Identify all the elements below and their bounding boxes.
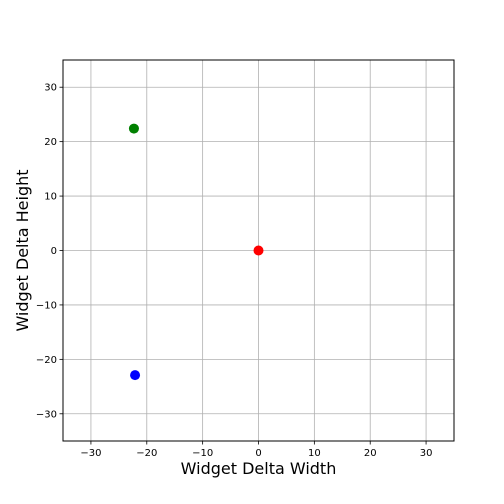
scatter-point bbox=[128, 123, 139, 134]
x-tick-label: 10 bbox=[308, 448, 321, 459]
x-tick-label: −20 bbox=[136, 448, 157, 459]
data-points bbox=[128, 123, 264, 381]
x-axis-ticks: −30 −20 −10 0 10 20 30 bbox=[80, 441, 432, 459]
x-tick-label: 20 bbox=[364, 448, 377, 459]
x-tick-label: −30 bbox=[80, 448, 101, 459]
scatter-point bbox=[130, 370, 141, 381]
grid-lines bbox=[63, 60, 454, 441]
x-tick-label: 30 bbox=[420, 448, 433, 459]
y-tick-label: 30 bbox=[44, 83, 57, 94]
y-axis-ticks: −30 −20 −10 0 10 20 30 bbox=[36, 83, 63, 420]
x-tick-label: −10 bbox=[192, 448, 213, 459]
y-tick-label: −10 bbox=[36, 300, 57, 311]
y-tick-label: 20 bbox=[44, 137, 57, 148]
y-axis-label: Widget Delta Height bbox=[13, 169, 32, 331]
y-tick-label: −20 bbox=[36, 355, 57, 366]
y-tick-label: −30 bbox=[36, 409, 57, 420]
x-tick-label: 0 bbox=[255, 448, 261, 459]
x-axis-label: Widget Delta Width bbox=[181, 459, 337, 478]
y-tick-label: 10 bbox=[44, 192, 57, 203]
y-tick-label: 0 bbox=[51, 246, 57, 257]
scatter-point bbox=[253, 245, 264, 256]
